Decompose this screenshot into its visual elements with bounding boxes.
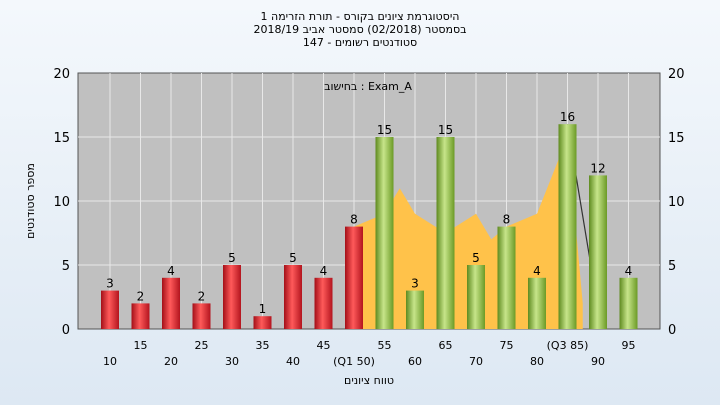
bar: [345, 226, 363, 329]
x-tick-label: 55: [378, 339, 392, 352]
y-tick-label-right: 20: [668, 67, 685, 82]
bar: [314, 277, 333, 329]
bar: [558, 124, 577, 329]
annotation-label: בחישוב : Exam_A: [324, 80, 412, 93]
title-line-1: היסטוגרמת ציונים בקורס - תורת הזרימה 1: [260, 10, 460, 23]
x-tick-label: 70: [469, 355, 483, 368]
title-line-3: סטודנטים רשומים - 147: [302, 36, 418, 49]
y-tick-label-left: 5: [62, 259, 70, 274]
y-tick-label-right: 5: [668, 259, 676, 274]
x-tick-label: 80: [530, 355, 544, 368]
bar-value-label: 2: [137, 289, 145, 303]
chart-title: היסטוגרמת ציונים בקורס - תורת הזרימה 1 ב…: [0, 10, 720, 49]
bar: [223, 265, 241, 329]
x-tick-label: (Q1 50): [333, 355, 375, 368]
x-tick-label: 30: [225, 355, 239, 368]
x-tick-label: 10: [103, 355, 117, 368]
bar-value-label: 4: [167, 264, 175, 278]
x-tick-label: 25: [195, 339, 209, 352]
bar-value-label: 4: [320, 264, 328, 278]
bar: [101, 290, 119, 329]
bar: [497, 226, 516, 329]
bar-value-label: 4: [533, 264, 541, 278]
x-tick-label: (Q3 85): [547, 339, 589, 352]
x-tick-label: 20: [164, 355, 178, 368]
bar-value-label: 2: [198, 289, 206, 303]
x-tick-label: 40: [286, 355, 300, 368]
bar-value-label: 15: [438, 123, 453, 137]
bar: [528, 277, 546, 329]
bar: [436, 137, 455, 329]
y-tick-label-right: 0: [668, 323, 676, 338]
bar-value-label: 5: [472, 251, 480, 265]
bar-value-label: 4: [625, 264, 633, 278]
x-tick-label: 35: [256, 339, 270, 352]
bar: [253, 316, 272, 329]
bar-value-label: 5: [228, 251, 236, 265]
bar: [589, 175, 607, 329]
y-axis-title: מספר סטודנטים: [24, 163, 37, 239]
bar: [162, 277, 180, 329]
bar: [192, 303, 211, 329]
y-tick-label-right: 15: [668, 131, 685, 146]
x-tick-label: 65: [439, 339, 453, 352]
bar-value-label: 3: [411, 277, 419, 291]
bar-value-label: 5: [289, 251, 297, 265]
bar: [619, 277, 638, 329]
bar-value-label: 16: [560, 110, 575, 124]
y-tick-label-left: 20: [53, 67, 70, 82]
y-tick-label-left: 10: [53, 195, 70, 210]
title-line-2: בסמסטר (02/2018) סמסטר אביב 2018/19: [253, 23, 467, 36]
x-tick-label: 45: [317, 339, 331, 352]
bar-value-label: 12: [590, 161, 605, 175]
bar: [284, 265, 302, 329]
bar-value-label: 1: [259, 302, 267, 316]
x-tick-label: 75: [500, 339, 514, 352]
x-tick-label: 60: [408, 355, 422, 368]
bar: [406, 290, 424, 329]
bar: [375, 137, 394, 329]
bar-value-label: 15: [377, 123, 392, 137]
bar-value-label: 8: [503, 213, 511, 227]
bar-value-label: 8: [350, 213, 358, 227]
y-tick-label-left: 0: [62, 323, 70, 338]
x-axis-title: טווח ציונים: [344, 374, 394, 387]
bar: [131, 303, 150, 329]
x-tick-label: 15: [134, 339, 148, 352]
x-tick-label: 95: [622, 339, 636, 352]
area-series: [354, 137, 583, 329]
y-tick-label-right: 10: [668, 195, 685, 210]
y-tick-label-left: 15: [53, 131, 70, 146]
bar: [467, 265, 485, 329]
x-tick-label: 90: [591, 355, 605, 368]
bar-value-label: 3: [106, 277, 114, 291]
